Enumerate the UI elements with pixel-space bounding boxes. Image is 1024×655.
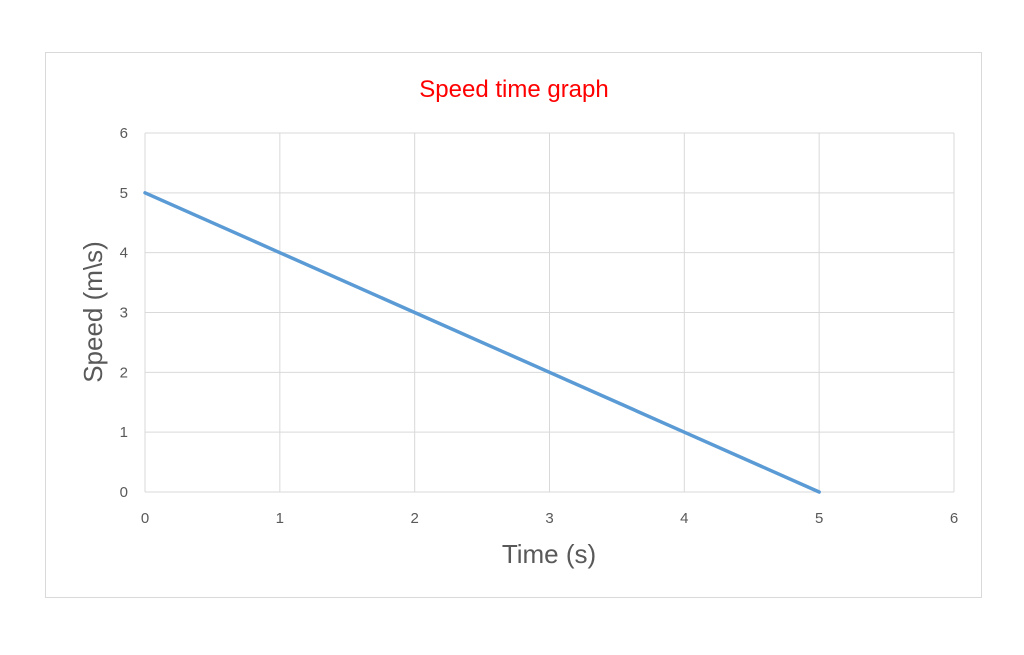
x-axis-title: Time (s) <box>502 539 596 569</box>
x-tick-label: 4 <box>680 510 688 527</box>
x-tick-label: 0 <box>141 510 149 527</box>
tick-labels: 0 1 2 3 4 5 6 0 1 2 3 4 5 6 <box>120 125 959 527</box>
gridlines <box>144 132 955 493</box>
x-tick-label: 5 <box>815 510 823 527</box>
y-tick-label: 4 <box>120 245 128 262</box>
y-tick-label: 2 <box>120 364 128 381</box>
x-tick-label: 2 <box>410 510 418 527</box>
chart-title: Speed time graph <box>419 76 608 103</box>
series-layer <box>143 191 821 494</box>
x-tick-label: 1 <box>276 510 284 527</box>
x-tick-label: 3 <box>545 510 553 527</box>
x-tick-label: 6 <box>950 510 958 527</box>
y-axis-title: Speed (m\s) <box>78 241 108 383</box>
series-line <box>143 191 821 494</box>
y-tick-label: 6 <box>120 125 128 142</box>
y-tick-label: 3 <box>120 305 128 322</box>
chart-area <box>45 52 982 598</box>
y-tick-label: 0 <box>120 484 128 501</box>
y-tick-label: 1 <box>120 424 128 441</box>
y-tick-label: 5 <box>120 185 128 202</box>
